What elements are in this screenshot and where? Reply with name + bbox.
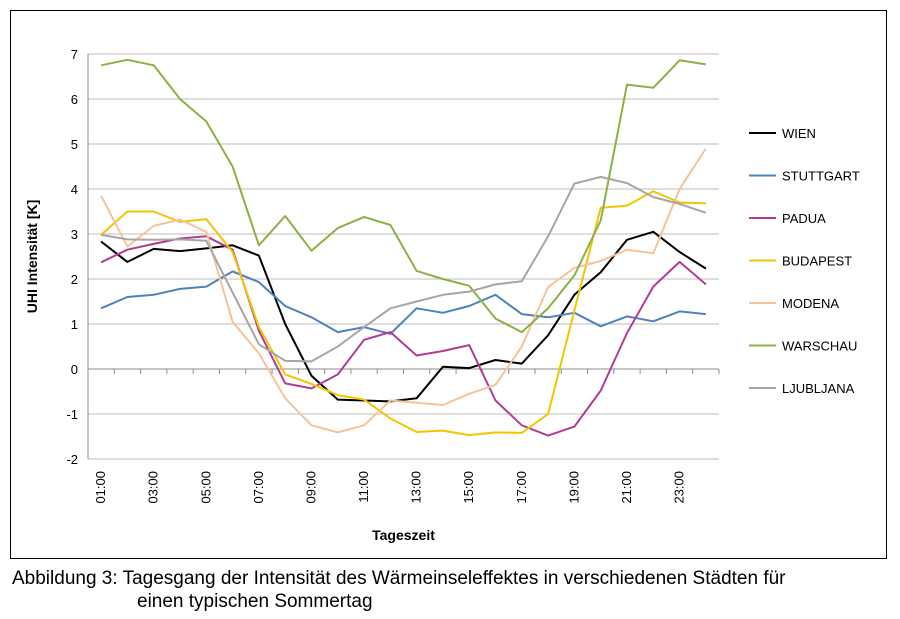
- x-tick-label: 23:00: [672, 471, 687, 504]
- chart-frame: -2 -1 0 1 2 3 4 5 6 7 01:00 03:00 05:00 07:00 09:00 11:…: [10, 10, 887, 559]
- series-line-ljubljana: [100, 175, 707, 363]
- y-axis-title: UHI Intensität [K]: [24, 200, 40, 314]
- caption-line-2: einen typischen Sommertag: [137, 591, 373, 612]
- x-tick-label: 13:00: [409, 471, 424, 504]
- x-tick-label: 01:00: [93, 471, 108, 504]
- y-tick-label: 5: [71, 137, 78, 152]
- legend-label: WARSCHAU: [782, 339, 857, 354]
- x-tick-label: 07:00: [251, 471, 266, 504]
- x-axis-title: Tageszeit: [372, 527, 435, 543]
- series-line-modena: [100, 147, 707, 434]
- x-tick-label: 19:00: [566, 471, 581, 504]
- caption-line-1: Abbildung 3: Tagesgang der Intensität de…: [12, 568, 786, 589]
- x-tick-label: 17:00: [514, 471, 529, 504]
- y-tick-label: 6: [71, 92, 78, 107]
- legend-label: MODENA: [782, 296, 839, 311]
- legend-label: BUDAPEST: [782, 254, 852, 269]
- y-tick-label: -1: [66, 407, 78, 422]
- y-tick-label: 4: [71, 182, 78, 197]
- x-tick-label: 05:00: [198, 471, 213, 504]
- legend-label: WIEN: [782, 126, 816, 141]
- series-line-wien: [100, 230, 707, 403]
- x-tick-label: 09:00: [303, 471, 318, 504]
- y-tick-label: 1: [71, 317, 78, 332]
- y-tick-label: 2: [71, 272, 78, 287]
- y-tick-label: 3: [71, 227, 78, 242]
- figure-caption: Abbildung 3: Tagesgang der Intensität de…: [12, 567, 892, 613]
- x-tick-label: 21:00: [619, 471, 634, 504]
- x-tick-label: 11:00: [356, 471, 371, 503]
- series-line-padua: [100, 235, 707, 437]
- series-line-warschau: [100, 58, 707, 334]
- y-tick-label: 7: [71, 47, 78, 62]
- y-tick-label: -2: [66, 452, 78, 467]
- x-tick-label: 15:00: [461, 471, 476, 504]
- x-tick-label: 03:00: [146, 471, 161, 504]
- legend-label: PADUA: [782, 211, 826, 226]
- y-tick-label: 0: [71, 362, 78, 377]
- legend-label: STUTTGART: [782, 169, 860, 184]
- series-line-budapest: [100, 190, 706, 437]
- line-chart: -2 -1 0 1 2 3 4 5 6 7 01:00 03:00 05:00 07:00 09:00 11:…: [24, 47, 860, 543]
- series-line-stuttgart: [100, 270, 707, 335]
- legend-label: LJUBLJANA: [782, 381, 855, 396]
